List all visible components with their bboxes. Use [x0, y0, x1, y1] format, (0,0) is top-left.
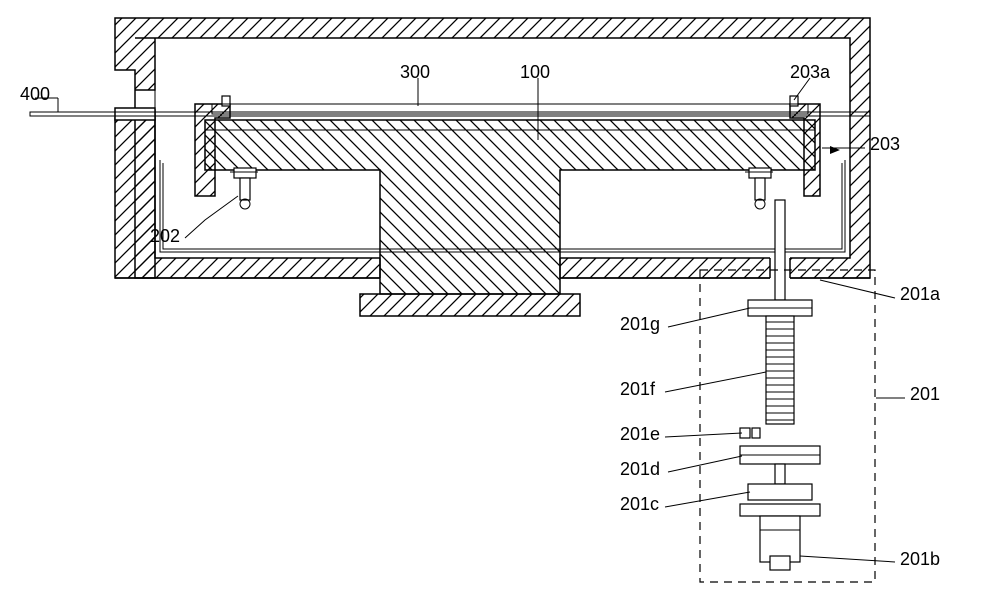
- coupling-201c: [740, 484, 820, 516]
- pedestal-base: [360, 294, 580, 316]
- bracket-201g: [748, 300, 812, 316]
- lift-post: [775, 200, 785, 300]
- label-202: 202: [150, 226, 180, 246]
- label-201: 201: [910, 384, 940, 404]
- plate-201d: [740, 446, 820, 484]
- label-100: 100: [520, 62, 550, 82]
- label-201f: 201f: [620, 379, 656, 399]
- label-201a: 201a: [900, 284, 941, 304]
- label-201e: 201e: [620, 424, 660, 444]
- label-201b: 201b: [900, 549, 940, 569]
- label-400: 400: [20, 84, 50, 104]
- diagram-svg: 400 300 100 203a 203 202 201a 201g 201f …: [0, 0, 1000, 598]
- label-201c: 201c: [620, 494, 659, 514]
- bolt-right-202: [745, 168, 773, 209]
- label-203: 203: [870, 134, 900, 154]
- bolt-left-202: [230, 168, 258, 209]
- motor-201b: [760, 516, 800, 570]
- label-203a: 203a: [790, 62, 831, 82]
- label-201g: 201g: [620, 314, 660, 334]
- label-201d: 201d: [620, 459, 660, 479]
- sensor-201e: [740, 428, 760, 438]
- screw-201f: [766, 316, 794, 424]
- label-300: 300: [400, 62, 430, 82]
